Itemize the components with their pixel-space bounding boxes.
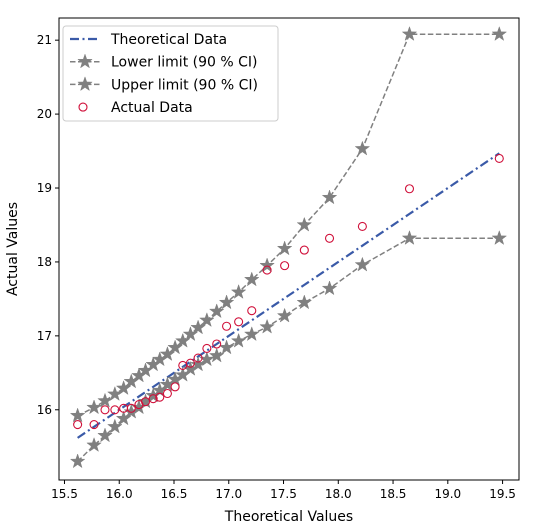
legend-star-lower-limit-90-ci	[77, 53, 93, 69]
star-point-upper-limit-90-ci-16	[208, 303, 225, 319]
x-tick-label: 19.5	[489, 487, 516, 501]
legend-label-upper-limit-90-ci: Upper limit (90 % CI)	[111, 77, 258, 93]
star-point-lower-limit-90-ci-24	[354, 256, 371, 272]
legend: Theoretical Data Lower limit (90 % CI) Upp…	[62, 25, 279, 122]
actual-data-point-15	[202, 343, 212, 353]
star-point-lower-limit-90-ci-2	[97, 427, 113, 443]
actual-data-point-5	[126, 403, 136, 413]
x-tick-label: 16.0	[106, 487, 133, 501]
plot-layer	[69, 25, 508, 469]
star-point-lower-limit-90-ci-18	[230, 332, 247, 348]
actual-data-point-11	[170, 382, 180, 392]
y-tick-label: 16	[37, 403, 52, 417]
actual-data-point-10	[162, 388, 172, 399]
star-point-upper-limit-90-ci-23	[321, 189, 338, 205]
x-axis-label: Theoretical Values	[224, 509, 353, 525]
star-point-lower-limit-90-ci-23	[321, 280, 338, 296]
star-point-upper-limit-90-ci-20	[259, 257, 275, 273]
y-tick-label: 20	[37, 107, 52, 121]
actual-data-point-3	[110, 405, 120, 415]
star-point-upper-limit-90-ci-22	[296, 216, 313, 232]
star-point-lower-limit-90-ci-20	[259, 318, 275, 334]
legend-label-actual-data: Actual Data	[111, 100, 193, 116]
legend-entries: Theoretical Data Lower limit (90 % CI) Upp…	[70, 32, 258, 116]
y-tick-label: 18	[37, 255, 52, 269]
actual-data-point-17	[222, 321, 232, 331]
y-tick-label: 19	[37, 181, 52, 195]
actual-data-point-20	[262, 265, 272, 275]
actual-data-point-0	[73, 420, 83, 430]
legend-marker-actual-data	[78, 102, 88, 112]
star-point-lower-limit-90-ci-0	[69, 453, 86, 469]
star-point-lower-limit-90-ci-1	[86, 436, 102, 452]
x-tick-label: 17.5	[270, 487, 297, 501]
star-point-upper-limit-90-ci-21	[276, 240, 293, 256]
actual-data-point-1	[89, 420, 99, 430]
actual-data-point-24	[357, 221, 367, 231]
star-point-lower-limit-90-ci-26	[491, 230, 508, 245]
y-tick-label: 21	[37, 33, 52, 47]
actual-data-point-9	[155, 392, 165, 402]
actual-data-point-16	[212, 339, 222, 349]
actual-data-point-25	[404, 184, 415, 194]
x-tick-label: 18.5	[380, 487, 407, 501]
star-point-upper-limit-90-ci-26	[491, 25, 508, 41]
actual-data-point-18	[234, 317, 244, 327]
actual-data-point-21	[280, 261, 290, 271]
star-point-upper-limit-90-ci-25	[401, 25, 418, 41]
legend-star-upper-limit-90-ci	[77, 76, 93, 92]
actual-data-point-2	[100, 405, 110, 415]
star-point-upper-limit-90-ci-2	[97, 392, 113, 408]
y-tick-label: 17	[37, 329, 52, 343]
legend-box	[62, 25, 279, 122]
star-point-lower-limit-90-ci-25	[401, 230, 418, 245]
star-point-upper-limit-90-ci-1	[86, 399, 102, 415]
x-tick-label: 15.5	[51, 487, 78, 501]
star-point-upper-limit-90-ci-18	[230, 283, 247, 299]
star-point-lower-limit-90-ci-21	[276, 307, 293, 323]
star-point-lower-limit-90-ci-3	[106, 418, 123, 434]
star-point-upper-limit-90-ci-15	[198, 312, 215, 328]
star-point-upper-limit-90-ci-17	[218, 294, 235, 310]
actual-data-point-8	[148, 394, 158, 404]
star-point-lower-limit-90-ci-17	[218, 339, 235, 355]
star-point-lower-limit-90-ci-19	[243, 326, 260, 342]
x-tick-label: 16.5	[161, 487, 188, 501]
star-point-upper-limit-90-ci-19	[243, 271, 260, 287]
plot-frame	[58, 17, 520, 481]
actual-data-point-22	[299, 245, 309, 255]
actual-data-point-19	[247, 306, 257, 316]
actual-data-point-23	[324, 233, 335, 243]
actual-data-point-7	[140, 397, 151, 407]
y-axis-label: Actual Values	[5, 202, 21, 296]
legend-label-lower-limit-90-ci: Lower limit (90 % CI)	[111, 55, 257, 71]
x-tick-label: 17.0	[215, 487, 242, 501]
legend-label-theoretical-data: Theoretical Data	[110, 32, 227, 48]
actual-data-point-13	[185, 358, 195, 368]
star-point-lower-limit-90-ci-22	[296, 294, 313, 310]
star-point-upper-limit-90-ci-24	[354, 140, 371, 156]
actual-data-point-14	[193, 353, 203, 363]
star-point-upper-limit-90-ci-0	[69, 407, 86, 423]
x-tick-label: 19.0	[434, 487, 461, 501]
ticks-layer: 15.5 16.0 16.5 17.0 17.5 18.0 18.5 19.0 19.5 16 17…	[37, 33, 516, 501]
x-tick-label: 18.0	[325, 487, 352, 501]
actual-data-point-26	[494, 153, 504, 163]
